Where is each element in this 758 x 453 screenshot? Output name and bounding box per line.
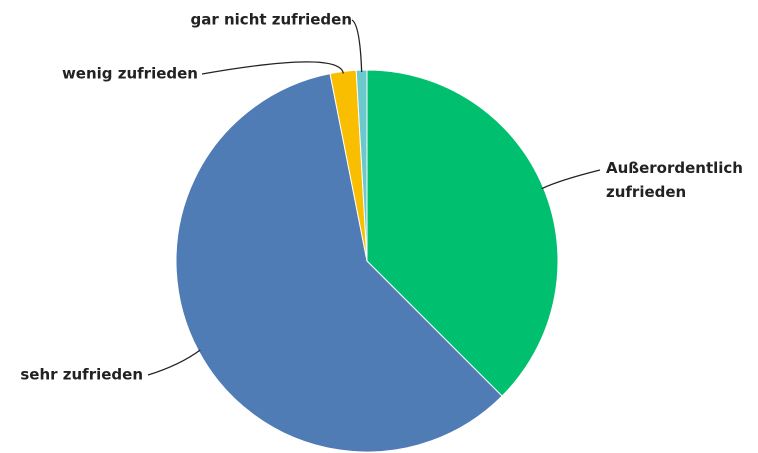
slice-label: Außerordentlich zufrieden [606, 159, 743, 201]
leader-line [147, 349, 201, 376]
leader-line [201, 61, 344, 75]
slice-label: sehr zufrieden [20, 366, 143, 384]
slice-label: wenig zufrieden [62, 65, 198, 83]
leader-line [351, 19, 363, 73]
leader-line [541, 169, 601, 190]
slice-label: gar nicht zufrieden [191, 11, 353, 29]
